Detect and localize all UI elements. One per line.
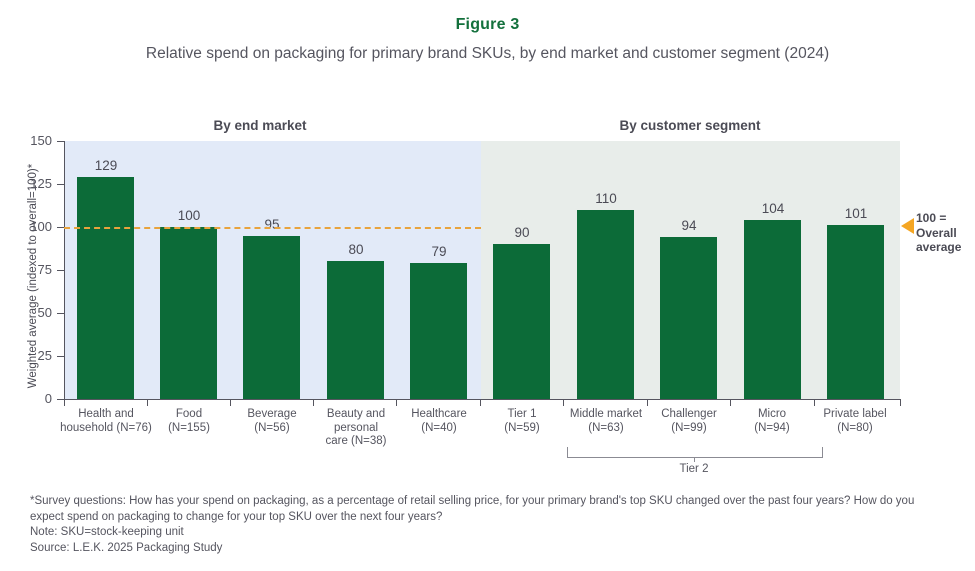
label-line: personal — [333, 421, 379, 434]
x-tick — [313, 399, 314, 406]
label-line: care (N=38) — [325, 435, 387, 447]
category-label-private-label: Private label (N=80) — [809, 408, 901, 435]
y-tick-50 — [57, 313, 64, 314]
label-line: (N=99) — [671, 421, 707, 434]
x-tick — [647, 399, 648, 406]
footnote-survey: *Survey questions: How has your spend on… — [30, 495, 915, 523]
category-label-beauty-personal-care: Beauty and personal care (N=38) — [310, 408, 402, 449]
label-line: Beverage — [247, 408, 297, 420]
bar-challenger[interactable] — [660, 237, 717, 399]
category-label-micro: Micro (N=94) — [726, 408, 818, 435]
y-tick-75 — [57, 270, 64, 271]
bar-middle-market[interactable] — [577, 210, 634, 399]
y-tick-0 — [57, 399, 64, 400]
category-label-healthcare: Healthcare (N=40) — [393, 408, 485, 435]
label-line: Food — [175, 408, 203, 420]
overall-average-marker-icon — [901, 218, 914, 234]
bar-micro[interactable] — [744, 220, 801, 399]
label-line: Tier 1 — [507, 408, 537, 420]
bar-food[interactable] — [160, 227, 217, 399]
bar-value-tier-1: 90 — [514, 225, 530, 240]
bar-value-food: 100 — [177, 208, 201, 223]
label-line: Private label — [823, 408, 887, 420]
bar-beauty-personal-care[interactable] — [327, 261, 384, 399]
category-label-middle-market: Middle market (N=63) — [556, 408, 656, 435]
footnotes: *Survey questions: How has your spend on… — [30, 494, 940, 556]
label-line: (N=40) — [421, 421, 457, 434]
x-tick — [230, 399, 231, 406]
footnote-source: Source: L.E.K. 2025 Packaging Study — [30, 541, 223, 554]
y-tick-label-125: 125 — [30, 176, 52, 191]
y-tick-100 — [57, 227, 64, 228]
category-label-food: Food (N=155) — [143, 408, 235, 435]
x-tick — [396, 399, 397, 406]
bar-health-and-household[interactable] — [77, 177, 134, 399]
group-header-end-market: By end market — [213, 118, 307, 133]
x-tick — [64, 399, 65, 406]
y-tick-label-150: 150 — [30, 133, 52, 148]
bar-value-private-label: 101 — [844, 206, 868, 221]
bar-value-healthcare: 79 — [431, 244, 447, 259]
category-label-beverage: Beverage (N=56) — [226, 408, 318, 435]
y-tick-125 — [57, 184, 64, 185]
bar-value-beauty-personal-care: 80 — [348, 242, 364, 257]
label-line: Beauty and — [326, 408, 386, 420]
overall-average-reference-line — [64, 227, 481, 229]
category-label-tier-1: Tier 1 (N=59) — [476, 408, 568, 435]
y-tick-150 — [57, 141, 64, 142]
label-line: Health and — [78, 408, 134, 420]
tier2-bracket — [567, 447, 823, 458]
x-tick — [480, 399, 481, 406]
group-header-customer-segment: By customer segment — [619, 118, 761, 133]
y-axis-line — [64, 141, 65, 400]
x-tick — [147, 399, 148, 406]
figure-subtitle: Relative spend on packaging for primary … — [145, 45, 830, 62]
bar-value-micro: 104 — [761, 201, 785, 216]
label-line: (N=63) — [588, 421, 624, 434]
label-line: household (N=76) — [60, 421, 152, 434]
x-tick — [900, 399, 901, 406]
tier2-bracket-tick — [694, 457, 695, 462]
y-tick-label-75: 75 — [37, 262, 52, 277]
figure-title: Figure 3 — [455, 16, 520, 33]
x-axis-line — [64, 399, 901, 400]
label-line: (N=59) — [504, 421, 540, 434]
bar-private-label[interactable] — [827, 225, 884, 399]
label-line: (N=56) — [254, 421, 290, 434]
label-line: Challenger — [661, 408, 717, 420]
label-line: Middle market — [569, 408, 643, 420]
y-tick-25 — [57, 356, 64, 357]
label-line: (N=155) — [168, 421, 210, 434]
bar-tier-1[interactable] — [493, 244, 550, 399]
y-tick-label-50: 50 — [37, 305, 52, 320]
overall-average-label: 100 = Overall average — [916, 211, 962, 254]
x-tick — [814, 399, 815, 406]
x-tick — [730, 399, 731, 406]
x-tick — [563, 399, 564, 406]
footnote-note: Note: SKU=stock-keeping unit — [30, 526, 184, 538]
tier2-label: Tier 2 — [679, 463, 709, 475]
label-line: Healthcare — [411, 408, 467, 420]
label-line: (N=94) — [754, 421, 790, 434]
label-line: Micro — [757, 408, 787, 420]
y-tick-label-100: 100 — [30, 219, 52, 234]
bar-value-middle-market: 110 — [595, 191, 617, 206]
bar-beverage[interactable] — [243, 236, 300, 399]
category-label-health-and-household: Health and household (N=76) — [60, 408, 152, 435]
bar-healthcare[interactable] — [410, 263, 467, 399]
y-tick-label-0: 0 — [44, 391, 52, 406]
bar-value-beverage: 95 — [264, 217, 280, 232]
category-label-challenger: Challenger (N=99) — [643, 408, 735, 435]
bar-value-challenger: 94 — [681, 218, 697, 233]
y-tick-label-25: 25 — [37, 348, 52, 363]
label-line: (N=80) — [837, 421, 873, 434]
bar-value-health-and-household: 129 — [94, 158, 118, 173]
